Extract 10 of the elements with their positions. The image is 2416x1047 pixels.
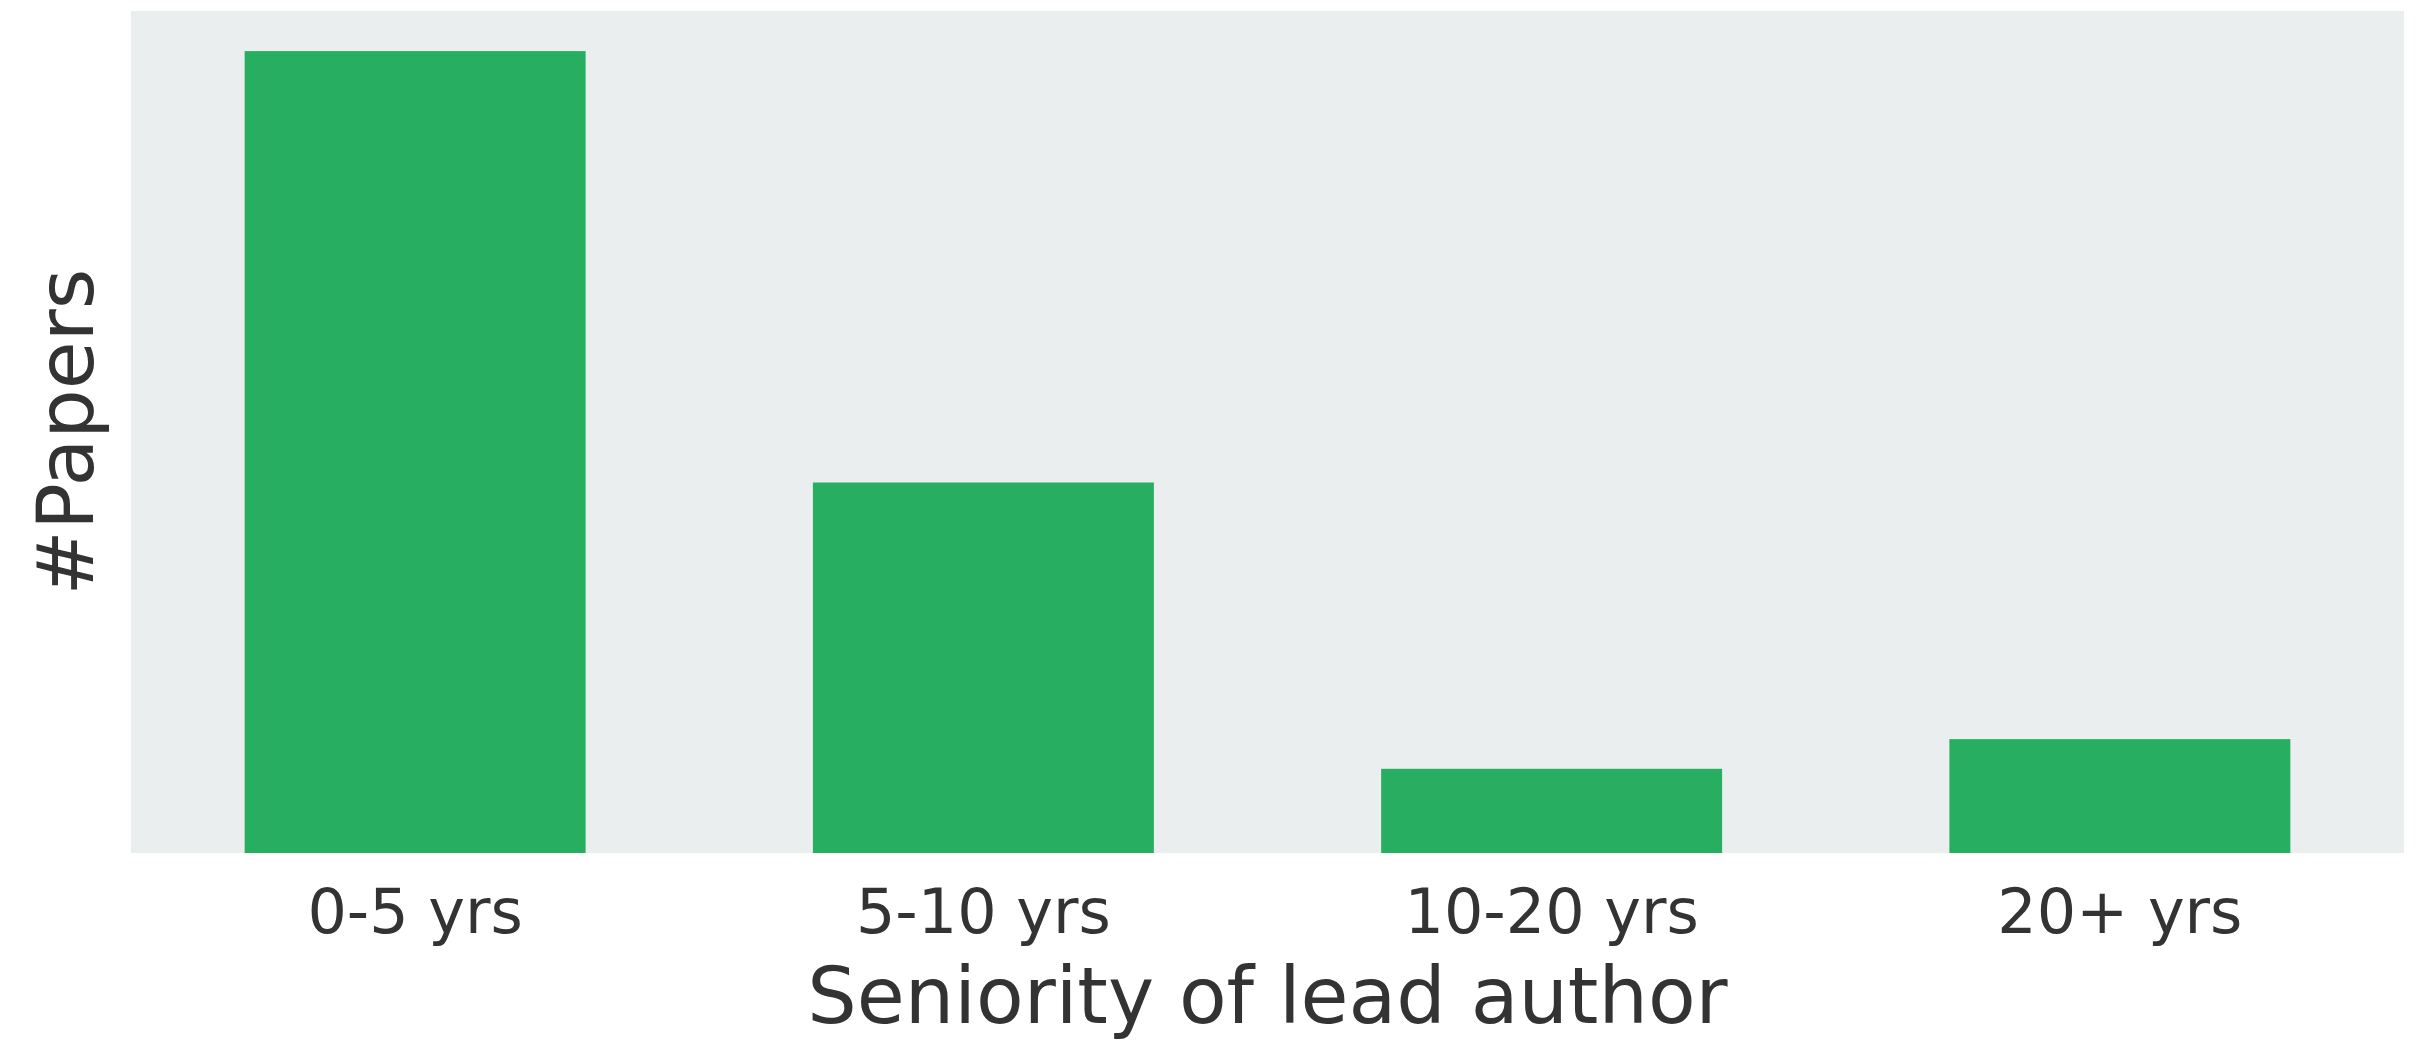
x-axis-title: Seniority of lead author [807, 951, 1729, 1041]
x-tick-label: 5-10 yrs [855, 875, 1111, 948]
bar [812, 482, 1154, 853]
bar [1381, 768, 1723, 853]
bar [244, 51, 586, 853]
bar [1949, 739, 2291, 853]
y-axis-title: #Papers [21, 268, 111, 596]
x-tick-label: 0-5 yrs [307, 875, 523, 948]
x-tick-label: 10-20 yrs [1404, 875, 1699, 948]
x-tick-label: 20+ yrs [1997, 875, 2243, 948]
